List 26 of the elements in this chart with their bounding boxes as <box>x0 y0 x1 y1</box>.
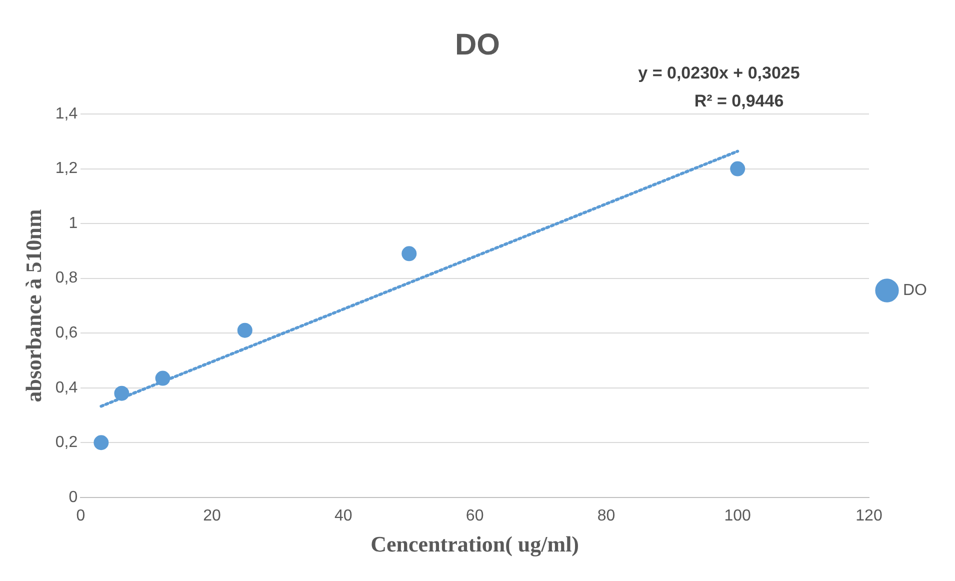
y-tick-label: 0,4 <box>55 379 78 396</box>
point <box>155 370 170 386</box>
chart-title: DO <box>455 28 500 62</box>
y-tick-label: 1 <box>68 214 78 232</box>
y-tick-label: 0,8 <box>55 270 78 287</box>
x-tick-label: 60 <box>466 507 484 524</box>
y-tick-label: 1,2 <box>55 160 78 178</box>
point <box>114 386 130 401</box>
y-tick-label: 0,6 <box>55 324 78 342</box>
point <box>237 322 252 338</box>
y-axis-title: absorbance à 510nm <box>20 209 46 402</box>
text: y = 0,0230x + 0,3025 <box>638 64 800 83</box>
y-tick-label: 1,4 <box>55 105 78 122</box>
point <box>402 246 417 262</box>
point <box>94 435 109 450</box>
y-tick-label: 0,2 <box>55 434 78 452</box>
x-axis-title: Cencentration( ug/ml) <box>370 531 579 556</box>
x-tick-label: 80 <box>597 507 616 524</box>
text: R² = 0,9446 <box>694 92 784 111</box>
x-tick-label: 120 <box>856 507 882 524</box>
legend-label: DO <box>903 282 927 299</box>
y-tick-label: 0 <box>68 488 78 506</box>
x-tick-label: 40 <box>334 507 352 524</box>
x-tick-label: 100 <box>724 507 752 524</box>
point <box>730 161 746 176</box>
x-tick-label: 20 <box>203 507 222 524</box>
